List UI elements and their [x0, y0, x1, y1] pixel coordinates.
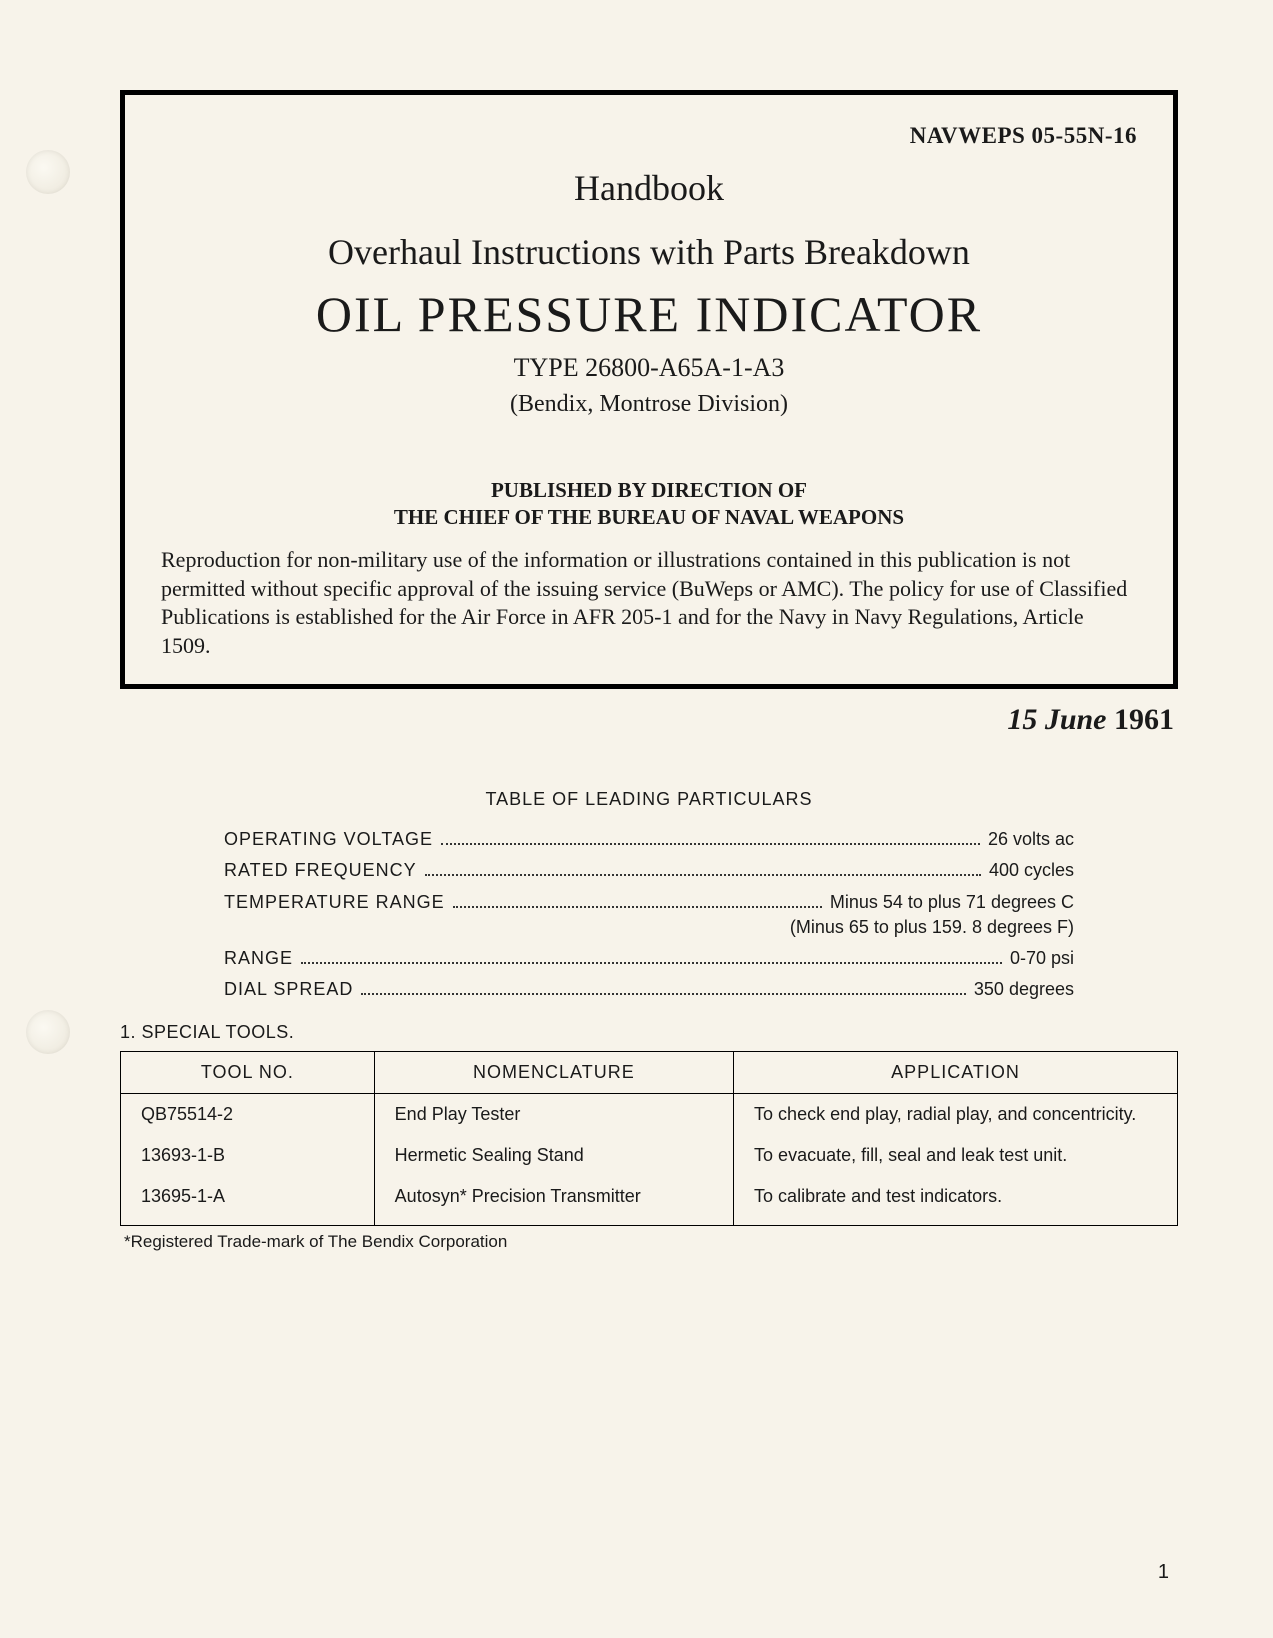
table-row: 13693-1-B Hermetic Sealing Stand To evac… — [121, 1135, 1178, 1176]
leading-particulars: OPERATING VOLTAGE 26 volts ac RATED FREQ… — [224, 828, 1074, 1000]
dot-leader — [425, 860, 981, 876]
punch-hole — [26, 1010, 70, 1054]
table-header-row: TOOL NO. NOMENCLATURE APPLICATION — [121, 1052, 1178, 1094]
reproduction-notice: Reproduction for non-military use of the… — [161, 546, 1137, 660]
particular-row: TEMPERATURE RANGE Minus 54 to plus 71 de… — [224, 891, 1074, 912]
title-box: NAVWEPS 05-55N-16 Handbook Overhaul Inst… — [120, 90, 1178, 689]
dot-leader — [441, 828, 980, 844]
date-year: 1961 — [1114, 703, 1174, 736]
dot-leader — [301, 948, 1002, 964]
table-row: 13695-1-A Autosyn* Precision Transmitter… — [121, 1176, 1178, 1226]
section-heading-special-tools: 1. SPECIAL TOOLS. — [120, 1022, 1178, 1043]
punch-hole — [26, 150, 70, 194]
tool-no: 13693-1-B — [121, 1135, 375, 1176]
particular-row: DIAL SPREAD 350 degrees — [224, 979, 1074, 1000]
tool-application: To check end play, radial play, and conc… — [734, 1094, 1178, 1136]
published-by-line-2: THE CHIEF OF THE BUREAU OF NAVAL WEAPONS — [161, 505, 1137, 530]
particular-value: 350 degrees — [974, 979, 1074, 1000]
date-month-day: 15 June — [1007, 703, 1106, 736]
tool-nomenclature: Hermetic Sealing Stand — [374, 1135, 733, 1176]
tool-application: To evacuate, fill, seal and leak test un… — [734, 1135, 1178, 1176]
particular-row: OPERATING VOLTAGE 26 volts ac — [224, 828, 1074, 849]
tool-no: QB75514-2 — [121, 1094, 375, 1136]
tool-no: 13695-1-A — [121, 1176, 375, 1226]
document-id: NAVWEPS 05-55N-16 — [161, 123, 1137, 149]
particulars-title: TABLE OF LEADING PARTICULARS — [120, 789, 1178, 810]
particular-label: DIAL SPREAD — [224, 979, 353, 1000]
particular-label: RANGE — [224, 948, 293, 969]
published-by-line-1: PUBLISHED BY DIRECTION OF — [161, 478, 1137, 503]
particular-value: 400 cycles — [989, 860, 1074, 881]
dot-leader — [361, 979, 966, 995]
trademark-footnote: *Registered Trade-mark of The Bendix Cor… — [124, 1232, 1178, 1252]
tool-application: To calibrate and test indicators. — [734, 1176, 1178, 1226]
tool-nomenclature: End Play Tester — [374, 1094, 733, 1136]
particular-label: RATED FREQUENCY — [224, 860, 417, 881]
particular-label: OPERATING VOLTAGE — [224, 829, 433, 850]
manufacturer: (Bendix, Montrose Division) — [161, 391, 1137, 418]
particular-label: TEMPERATURE RANGE — [224, 892, 445, 913]
particular-value: 26 volts ac — [988, 829, 1074, 850]
col-header-application: APPLICATION — [734, 1052, 1178, 1094]
type-line: TYPE 26800-A65A-1-A3 — [161, 353, 1137, 383]
handbook-label: Handbook — [161, 167, 1137, 209]
tool-nomenclature: Autosyn* Precision Transmitter — [374, 1176, 733, 1226]
table-row: QB75514-2 End Play Tester To check end p… — [121, 1094, 1178, 1136]
particular-value: Minus 54 to plus 71 degrees C — [830, 892, 1074, 913]
particular-subvalue: (Minus 65 to plus 159. 8 degrees F) — [224, 917, 1074, 938]
subtitle: Overhaul Instructions with Parts Breakdo… — [161, 231, 1137, 273]
particular-value: 0-70 psi — [1010, 948, 1074, 969]
col-header-nomenclature: NOMENCLATURE — [374, 1052, 733, 1094]
col-header-tool-no: TOOL NO. — [121, 1052, 375, 1094]
page-number: 1 — [1158, 1561, 1169, 1584]
publication-date: 15 June 1961 — [120, 703, 1174, 737]
particular-row: RANGE 0-70 psi — [224, 948, 1074, 969]
main-title: OIL PRESSURE INDICATOR — [161, 285, 1137, 343]
special-tools-table: TOOL NO. NOMENCLATURE APPLICATION QB7551… — [120, 1051, 1178, 1226]
dot-leader — [453, 891, 822, 907]
particular-row: RATED FREQUENCY 400 cycles — [224, 860, 1074, 881]
